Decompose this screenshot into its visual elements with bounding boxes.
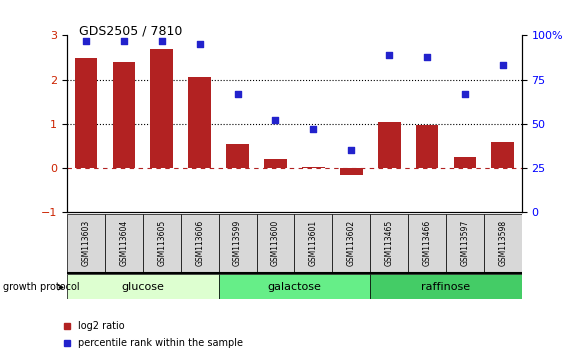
Bar <box>188 76 211 168</box>
Text: GSM113599: GSM113599 <box>233 220 242 267</box>
Bar <box>302 167 325 168</box>
Text: GSM113606: GSM113606 <box>195 220 204 267</box>
Text: percentile rank within the sample: percentile rank within the sample <box>78 338 244 348</box>
Bar <box>181 214 219 273</box>
Text: GSM113603: GSM113603 <box>82 220 90 267</box>
Point <box>82 38 91 44</box>
Bar <box>294 214 332 273</box>
Point <box>460 91 469 97</box>
Bar <box>408 214 446 273</box>
Point <box>195 41 205 47</box>
Bar <box>416 125 438 168</box>
Bar <box>484 214 522 273</box>
Text: GSM113598: GSM113598 <box>498 220 507 267</box>
Bar <box>491 143 514 168</box>
Text: log2 ratio: log2 ratio <box>78 321 125 331</box>
Text: GDS2505 / 7810: GDS2505 / 7810 <box>79 25 182 38</box>
Text: raffinose: raffinose <box>422 282 470 292</box>
Bar <box>257 214 294 273</box>
Text: glucose: glucose <box>121 282 164 292</box>
Point <box>119 38 128 44</box>
Bar <box>113 62 135 168</box>
Text: GSM113602: GSM113602 <box>347 220 356 267</box>
Bar <box>67 214 105 273</box>
Point <box>498 63 507 68</box>
Bar <box>340 168 363 175</box>
Text: galactose: galactose <box>268 282 321 292</box>
Text: GSM113600: GSM113600 <box>271 220 280 267</box>
Text: GSM113466: GSM113466 <box>423 220 431 267</box>
Point <box>346 148 356 153</box>
Text: growth protocol: growth protocol <box>3 282 79 292</box>
Bar <box>219 214 257 273</box>
Text: GSM113597: GSM113597 <box>461 220 469 267</box>
Bar <box>75 57 97 168</box>
Bar <box>219 274 370 299</box>
Bar <box>264 159 287 168</box>
Point <box>308 126 318 132</box>
Bar <box>370 214 408 273</box>
Bar <box>105 214 143 273</box>
Text: GSM113601: GSM113601 <box>309 220 318 267</box>
Bar <box>150 48 173 168</box>
Bar <box>226 144 249 168</box>
Point <box>157 38 167 44</box>
Point <box>422 54 431 59</box>
Text: GSM113605: GSM113605 <box>157 220 166 267</box>
Bar <box>67 274 219 299</box>
Text: GSM113604: GSM113604 <box>120 220 128 267</box>
Bar <box>143 214 181 273</box>
Bar <box>332 214 370 273</box>
Bar <box>446 214 484 273</box>
Point <box>271 118 280 123</box>
Bar <box>454 157 476 168</box>
Text: GSM113465: GSM113465 <box>385 220 394 267</box>
Bar <box>370 274 522 299</box>
Point <box>385 52 394 58</box>
Point <box>233 91 243 97</box>
Bar <box>378 122 401 168</box>
